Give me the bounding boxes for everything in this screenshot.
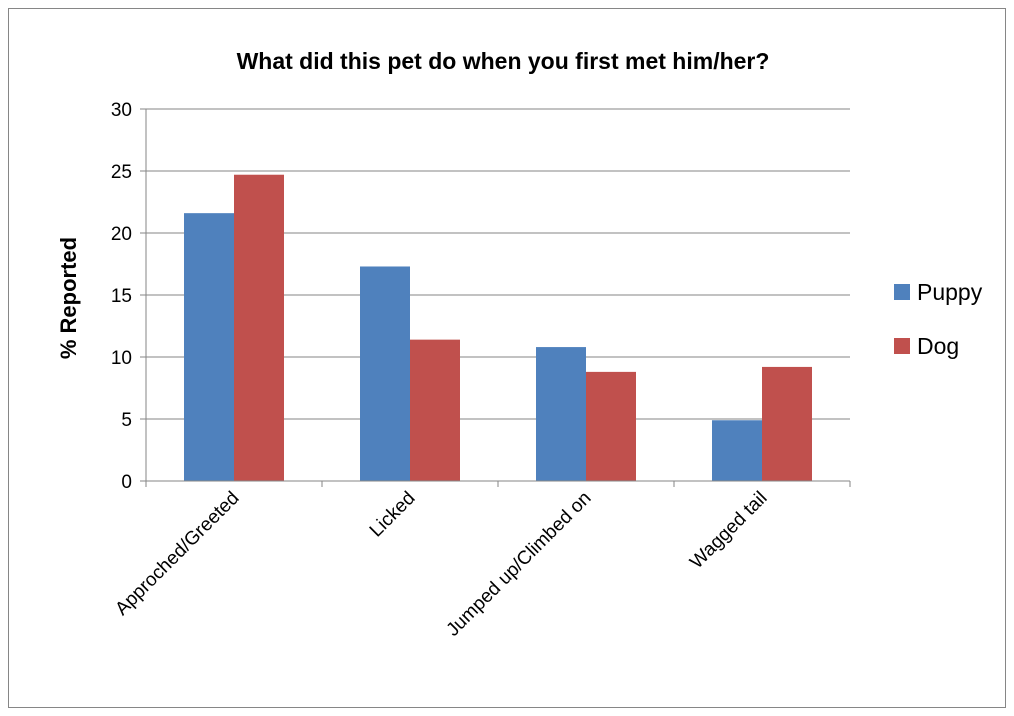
y-axis-label: % Reported xyxy=(56,237,81,359)
legend: Puppy Dog xyxy=(894,279,983,359)
y-tick-label: 20 xyxy=(111,224,132,245)
legend-label-dog: Dog xyxy=(917,333,959,359)
bar-dog xyxy=(586,371,636,481)
bar-dog xyxy=(234,174,284,481)
x-tick-label: Licked xyxy=(366,488,420,542)
y-tick-label: 30 xyxy=(111,100,132,121)
bar-puppy xyxy=(536,347,586,481)
axes xyxy=(145,109,851,487)
chart-frame: What did this pet do when you first met … xyxy=(8,8,1006,708)
bars xyxy=(184,174,812,481)
bar-dog xyxy=(762,366,812,481)
bar-dog xyxy=(410,339,460,481)
x-tick-labels: Approched/Greeted Licked Jumped up/Climbed… xyxy=(111,488,771,641)
legend-label-puppy: Puppy xyxy=(917,279,983,305)
legend-swatch-puppy xyxy=(894,284,910,300)
y-tick-label: 25 xyxy=(111,162,132,183)
x-tick-label: Approched/Greeted xyxy=(111,488,243,620)
x-tick-label: Jumped up/Climbed on xyxy=(443,488,596,641)
bar-puppy xyxy=(360,266,410,481)
bar-puppy xyxy=(712,420,762,481)
x-tick-label: Wagged tail xyxy=(686,488,771,573)
bar-chart: What did this pet do when you first met … xyxy=(56,48,983,641)
y-tick-labels: 0 5 10 15 20 25 30 xyxy=(111,100,132,493)
bar-puppy xyxy=(184,213,234,481)
y-tick-label: 10 xyxy=(111,348,132,369)
legend-swatch-dog xyxy=(894,338,910,354)
y-tick-label: 15 xyxy=(111,286,132,307)
chart-title: What did this pet do when you first met … xyxy=(237,48,770,74)
y-tick-label: 0 xyxy=(121,472,132,493)
y-tick-label: 5 xyxy=(121,410,132,431)
